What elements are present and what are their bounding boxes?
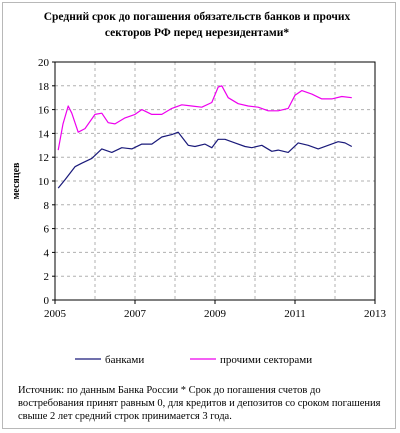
y-axis-label: месяцев (11, 162, 22, 199)
chart-frame (2, 2, 396, 429)
grid-lines (55, 62, 375, 300)
x-tick-label: 2007 (124, 308, 147, 320)
legend: банками прочими секторами (75, 354, 312, 366)
series-line-1 (57, 85, 352, 151)
legend-label-1: прочими секторами (220, 354, 312, 366)
y-axis-ticks: 0 2 4 6 8 10 12 14 16 18 20 (38, 57, 55, 307)
x-tick-label: 2009 (204, 308, 227, 320)
y-tick-label: 2 (44, 271, 50, 283)
x-tick-label: 2011 (284, 308, 306, 320)
x-tick-label: 2005 (44, 308, 67, 320)
y-tick-label: 14 (38, 128, 50, 140)
y-tick-label: 16 (38, 105, 50, 117)
source-footnote: Источник: по данным Банка России * Срок … (18, 385, 381, 422)
y-tick-label: 4 (44, 247, 50, 259)
chart-title: Средний срок до погашения обязательств б… (43, 11, 351, 39)
y-tick-label: 8 (44, 200, 50, 212)
y-tick-label: 20 (38, 57, 50, 69)
y-tick-label: 0 (44, 295, 50, 307)
y-tick-label: 12 (38, 152, 49, 164)
legend-label-0: банками (105, 354, 144, 366)
x-axis-ticks: 2005 2007 2009 2011 2013 (44, 300, 387, 320)
series-lines (57, 85, 353, 189)
x-tick-label: 2013 (364, 308, 387, 320)
y-tick-label: 10 (38, 176, 50, 188)
y-tick-label: 18 (38, 81, 50, 93)
series-line-0 (57, 131, 353, 189)
y-tick-label: 6 (44, 224, 50, 236)
